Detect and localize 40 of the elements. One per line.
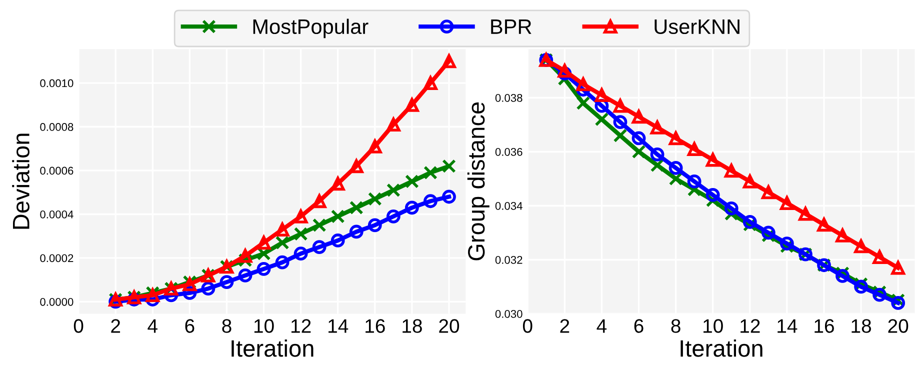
x-tick-label: 10 (704, 319, 723, 333)
legend-label: UserKNN (654, 20, 740, 34)
legend-label: MostPopular (253, 18, 368, 38)
x-tick-label: 18 (852, 319, 872, 333)
y-tick-label: 0.0010 (40, 79, 74, 88)
x-tick-label: 8 (671, 319, 680, 333)
x-tick-label: 4 (148, 319, 158, 333)
x-tick-label: 0 (74, 319, 84, 333)
x-tick-label: 14 (778, 319, 798, 333)
y-tick-label: 0.0008 (40, 123, 74, 131)
y-axis-title: Deviation (12, 134, 30, 229)
y-tick-label: 0.032 (495, 256, 522, 264)
legend-label: BPR (491, 20, 532, 34)
y-tick-label: 0.0002 (40, 254, 74, 262)
x-tick-label: 2 (111, 319, 120, 333)
x-axis-title: Iteration (232, 340, 314, 357)
y-axis-title: Group distance (467, 102, 490, 260)
y-tick-label: 0.0000 (40, 298, 74, 306)
y-tick-label: 0.034 (495, 202, 522, 210)
y-tick-label: 0.0006 (40, 166, 74, 175)
x-tick-label: 12 (740, 319, 760, 333)
x-tick-label: 0 (522, 319, 532, 333)
y-tick-label: 0.038 (495, 94, 522, 102)
y-tick-label: 0.036 (495, 148, 522, 156)
y-tick-label: 0.030 (495, 310, 522, 318)
x-axis-title: Iteration (680, 340, 762, 357)
x-tick-label: 20 (439, 319, 460, 333)
x-tick-label: 20 (888, 319, 908, 333)
x-tick-label: 14 (328, 319, 348, 333)
x-tick-label: 6 (634, 319, 644, 333)
x-tick-label: 18 (402, 319, 422, 333)
x-tick-label: 10 (254, 319, 274, 333)
x-tick-label: 2 (560, 319, 570, 333)
x-tick-label: 8 (222, 319, 232, 333)
x-tick-label: 16 (366, 319, 385, 333)
x-tick-label: 12 (291, 319, 311, 333)
x-tick-label: 16 (814, 319, 834, 333)
x-tick-label: 4 (596, 319, 607, 333)
y-tick-label: 0.0004 (40, 210, 74, 218)
x-tick-label: 6 (185, 319, 194, 333)
